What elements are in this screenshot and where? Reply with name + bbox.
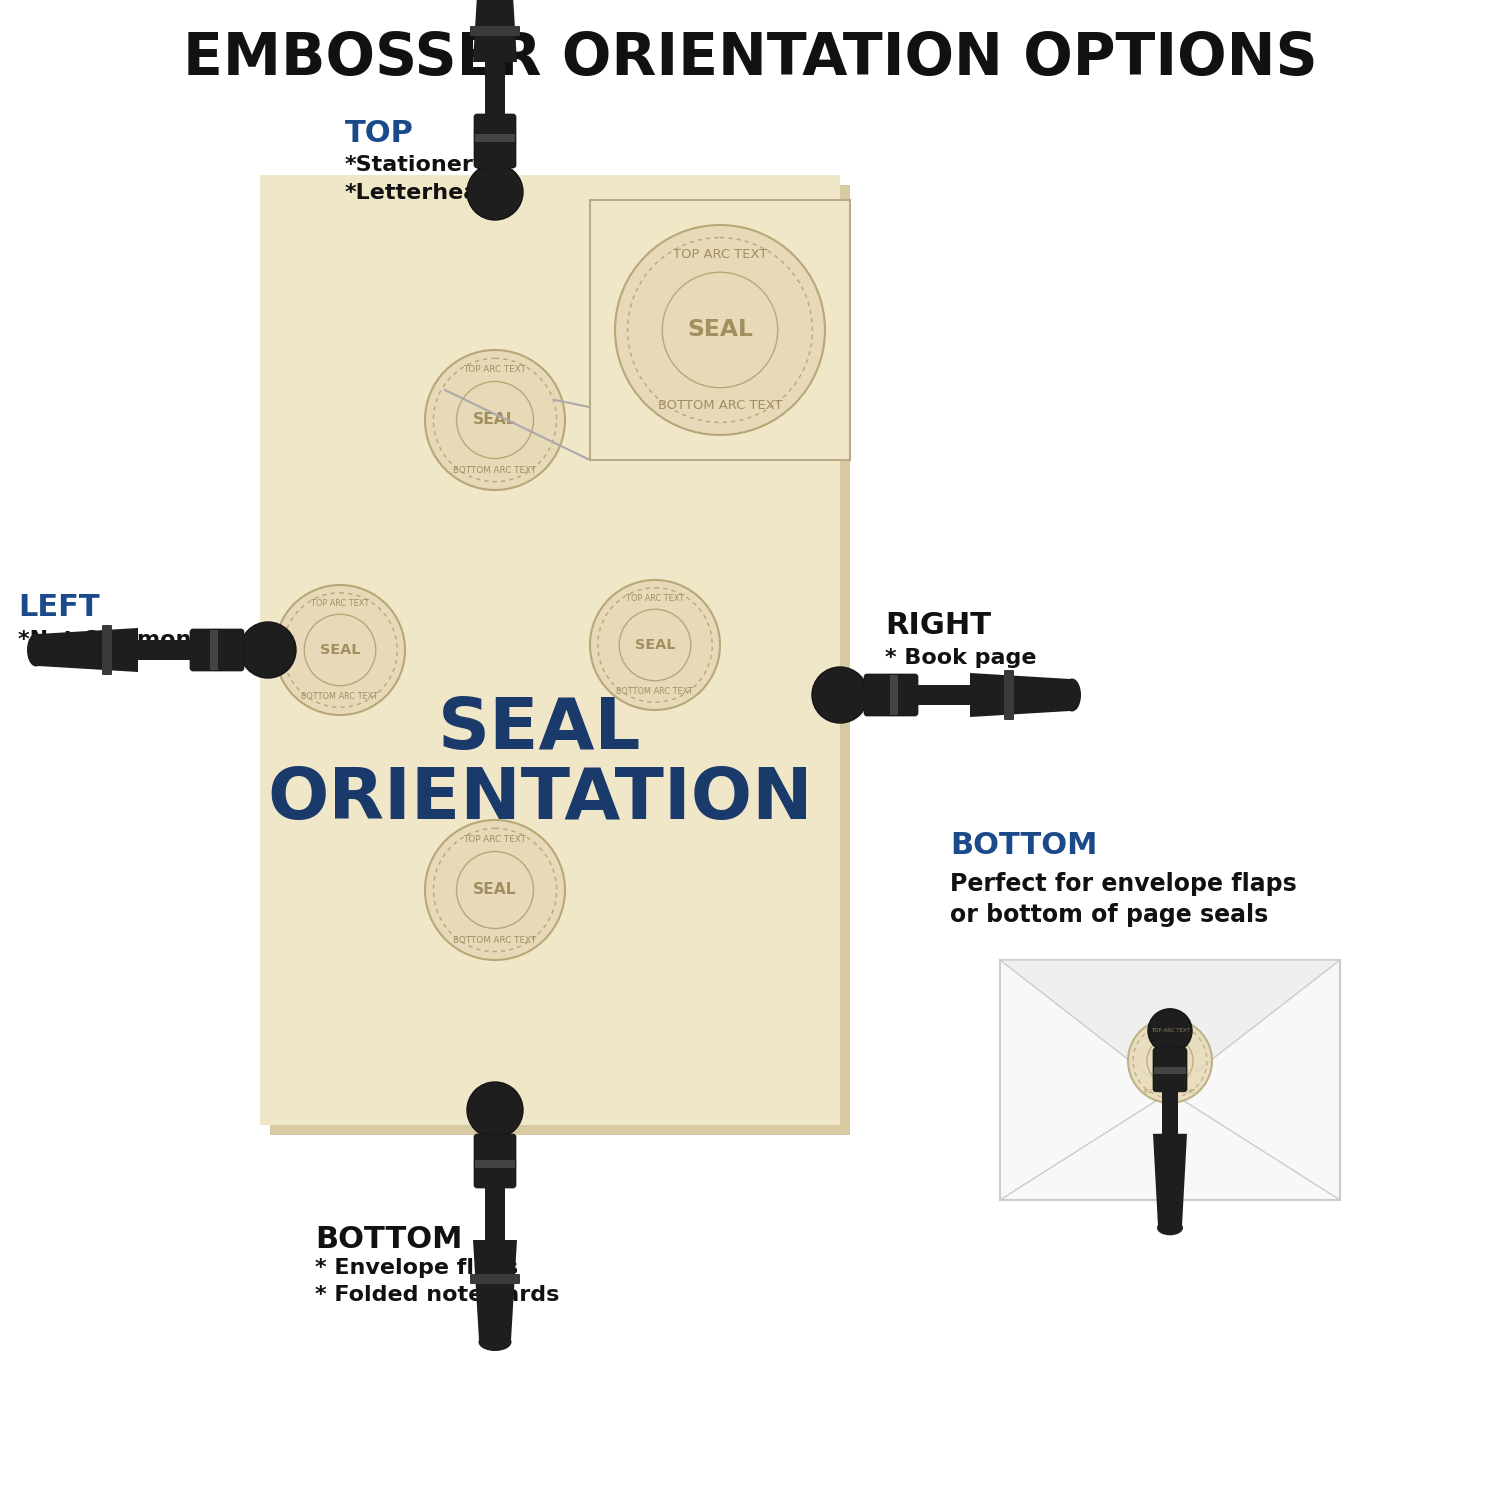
- FancyBboxPatch shape: [474, 1134, 516, 1188]
- FancyBboxPatch shape: [1000, 960, 1340, 1200]
- Text: Perfect for envelope flaps: Perfect for envelope flaps: [950, 871, 1296, 895]
- Text: * Book page: * Book page: [885, 648, 1036, 668]
- Text: LEFT: LEFT: [18, 592, 99, 622]
- Ellipse shape: [1064, 678, 1082, 711]
- Text: BOTTOM ARC TEXT: BOTTOM ARC TEXT: [453, 466, 537, 476]
- FancyBboxPatch shape: [590, 200, 850, 460]
- FancyBboxPatch shape: [474, 114, 516, 168]
- FancyBboxPatch shape: [476, 1160, 514, 1168]
- Text: TOP ARC TEXT: TOP ARC TEXT: [1150, 1028, 1190, 1033]
- Text: TOP ARC TEXT: TOP ARC TEXT: [464, 836, 526, 844]
- Ellipse shape: [478, 1334, 512, 1352]
- Circle shape: [240, 622, 296, 678]
- Polygon shape: [1154, 1134, 1186, 1226]
- FancyBboxPatch shape: [190, 628, 244, 670]
- FancyBboxPatch shape: [890, 675, 898, 716]
- Text: RIGHT: RIGHT: [885, 610, 992, 640]
- Text: SEAL: SEAL: [687, 318, 753, 342]
- FancyBboxPatch shape: [270, 184, 850, 1136]
- Polygon shape: [38, 628, 138, 672]
- FancyBboxPatch shape: [210, 630, 218, 670]
- Text: SEAL: SEAL: [1156, 1056, 1184, 1065]
- FancyBboxPatch shape: [912, 686, 970, 705]
- Circle shape: [274, 585, 405, 716]
- Text: or bottom of page seals: or bottom of page seals: [950, 903, 1268, 927]
- Circle shape: [424, 821, 566, 960]
- Text: SEAL: SEAL: [438, 696, 642, 765]
- Circle shape: [1148, 1010, 1192, 1053]
- Text: *Letterhead: *Letterhead: [345, 183, 495, 203]
- FancyBboxPatch shape: [1004, 670, 1014, 720]
- Circle shape: [812, 668, 868, 723]
- Text: BOTTOM ARC TEXT: BOTTOM ARC TEXT: [657, 399, 783, 412]
- Text: ORIENTATION: ORIENTATION: [267, 765, 813, 834]
- Circle shape: [466, 1082, 524, 1138]
- Text: EMBOSSER ORIENTATION OPTIONS: EMBOSSER ORIENTATION OPTIONS: [183, 30, 1317, 87]
- Polygon shape: [472, 1240, 518, 1340]
- Polygon shape: [1000, 960, 1340, 1092]
- Ellipse shape: [1156, 1221, 1184, 1236]
- FancyBboxPatch shape: [470, 26, 520, 36]
- Text: *Stationery: *Stationery: [345, 154, 489, 176]
- FancyBboxPatch shape: [1154, 1048, 1186, 1092]
- Circle shape: [466, 164, 524, 220]
- Text: BOTTOM ARC TEXT: BOTTOM ARC TEXT: [1144, 1089, 1196, 1094]
- FancyBboxPatch shape: [102, 626, 112, 675]
- Text: BOTTOM ARC TEXT: BOTTOM ARC TEXT: [616, 687, 693, 696]
- Circle shape: [1128, 1019, 1212, 1102]
- FancyBboxPatch shape: [476, 134, 514, 142]
- Text: BOTTOM: BOTTOM: [950, 831, 1098, 860]
- Text: SEAL: SEAL: [634, 638, 675, 652]
- Circle shape: [590, 580, 720, 710]
- Text: * Envelope flaps: * Envelope flaps: [315, 1258, 518, 1278]
- FancyBboxPatch shape: [470, 1274, 520, 1284]
- Text: TOP ARC TEXT: TOP ARC TEXT: [464, 364, 526, 374]
- Circle shape: [615, 225, 825, 435]
- Text: SEAL: SEAL: [474, 882, 516, 897]
- Text: *Not Common: *Not Common: [18, 630, 192, 650]
- Ellipse shape: [27, 633, 45, 666]
- Text: BOTTOM ARC TEXT: BOTTOM ARC TEXT: [302, 693, 378, 702]
- Text: TOP: TOP: [345, 118, 414, 148]
- FancyBboxPatch shape: [260, 176, 840, 1125]
- Text: TOP ARC TEXT: TOP ARC TEXT: [674, 248, 766, 261]
- Text: TOP ARC TEXT: TOP ARC TEXT: [626, 594, 684, 603]
- FancyBboxPatch shape: [864, 674, 918, 716]
- Text: * Folded note cards: * Folded note cards: [315, 1286, 560, 1305]
- Text: SEAL: SEAL: [474, 413, 516, 428]
- FancyBboxPatch shape: [484, 1182, 506, 1240]
- Polygon shape: [472, 0, 518, 62]
- Circle shape: [424, 350, 566, 490]
- FancyBboxPatch shape: [1154, 1066, 1186, 1074]
- Text: TOP ARC TEXT: TOP ARC TEXT: [310, 598, 369, 608]
- FancyBboxPatch shape: [484, 62, 506, 120]
- Text: BOTTOM ARC TEXT: BOTTOM ARC TEXT: [453, 936, 537, 945]
- FancyBboxPatch shape: [138, 640, 196, 660]
- Text: SEAL: SEAL: [320, 644, 360, 657]
- Polygon shape: [970, 674, 1070, 717]
- FancyBboxPatch shape: [1162, 1089, 1178, 1134]
- Text: BOTTOM: BOTTOM: [315, 1226, 462, 1254]
